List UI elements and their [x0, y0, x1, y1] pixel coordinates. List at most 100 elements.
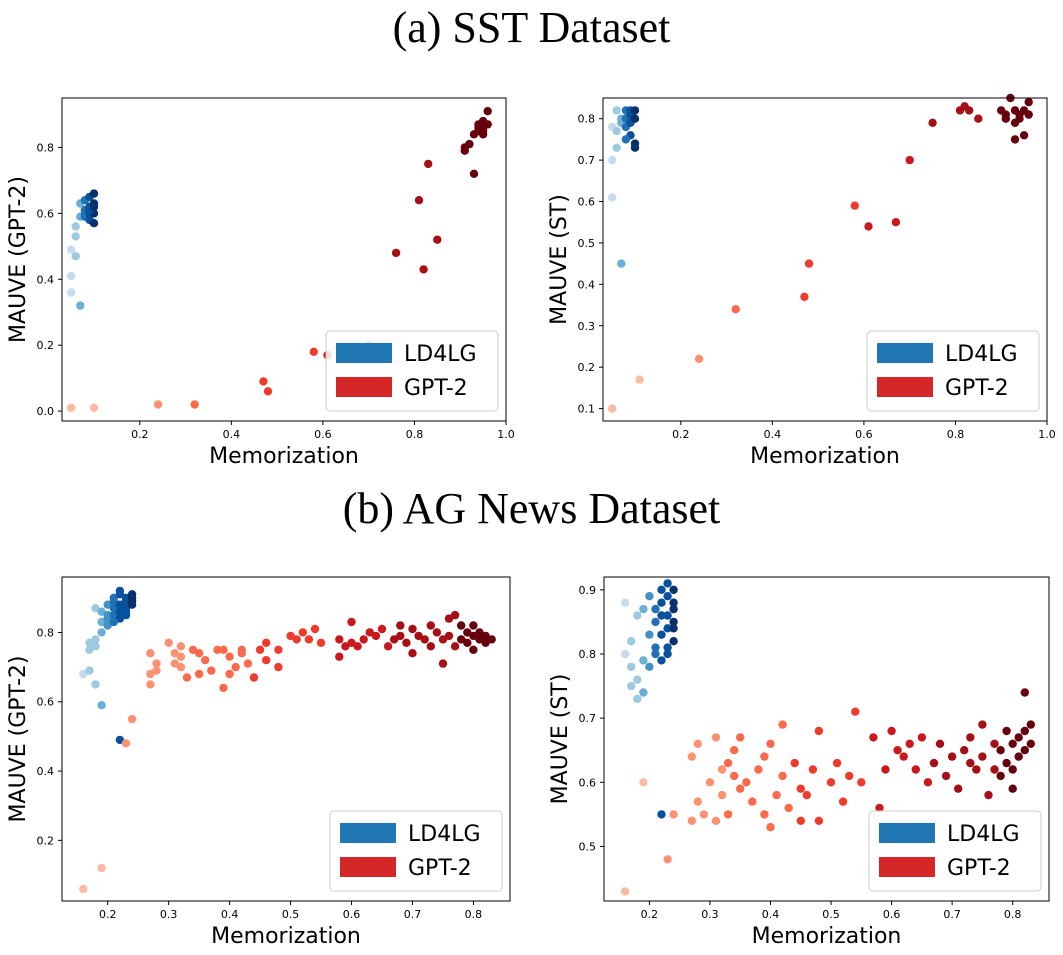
gpt2-point-30 — [249, 673, 259, 682]
y-tick-label: 0.4 — [37, 765, 55, 778]
ld4lg-point-21 — [657, 598, 666, 607]
gpt2-point-26 — [766, 739, 775, 748]
gpt2-point-5 — [804, 259, 814, 268]
gpt2-point-6 — [309, 347, 318, 356]
ld4lg-point-8 — [97, 701, 106, 710]
x-tick-label: 0.2 — [131, 428, 149, 441]
x-tick-label: 0.8 — [947, 428, 965, 441]
gpt2-point-62 — [972, 765, 981, 774]
ld4lg-point-14 — [103, 600, 112, 609]
gpt2-point-1 — [97, 863, 106, 873]
gpt2-point-21 — [1010, 135, 1020, 144]
ld4lg-point-3 — [71, 252, 80, 261]
legend-label-ld4lg: LD4LG — [404, 342, 477, 367]
ld4lg-point-2 — [608, 193, 617, 202]
gpt2-point-50 — [905, 739, 914, 748]
y-tick-label: 0.8 — [579, 648, 597, 661]
gpt2-point-3 — [731, 305, 740, 314]
gpt2-point-18 — [194, 649, 204, 658]
legend-label-gpt2: GPT-2 — [408, 856, 472, 881]
gpt2-point-75 — [1014, 733, 1023, 742]
gpt2-point-29 — [778, 720, 787, 729]
gpt2-point-39 — [832, 758, 842, 768]
legend-label-ld4lg: LD4LG — [945, 342, 1018, 367]
ld4lg-point-29 — [669, 617, 678, 627]
gpt2-point-9 — [391, 248, 401, 258]
gpt2-point-77 — [1020, 746, 1029, 755]
ld4lg-point-4 — [612, 126, 621, 136]
gpt2-point-74 — [1014, 752, 1023, 761]
gpt2-point-6 — [850, 201, 859, 210]
gpt2-point-45 — [875, 803, 884, 813]
ld4lg-point-23 — [663, 624, 672, 633]
gpt2-point-34 — [802, 790, 811, 800]
gpt2-point-13 — [176, 642, 186, 651]
gpt2-point-44 — [869, 733, 878, 742]
legend-label-gpt2: GPT-2 — [947, 856, 1011, 881]
gpt2-point-29 — [243, 659, 253, 668]
gpt2-point-81 — [1008, 784, 1017, 793]
legend-label-ld4lg: LD4LG — [947, 822, 1020, 847]
y-axis-label: MAUVE (ST) — [547, 194, 572, 325]
ld4lg-point-5 — [91, 604, 100, 613]
x-tick-label: 0.7 — [404, 908, 422, 921]
ld4lg-point-14 — [651, 643, 660, 652]
chart-sst-st: 0.2 0.4 0.6 0.8 1.0 0.1 0.2 0.3 0.4 0.5 0.6 0.7 0.8 M… — [547, 93, 1056, 469]
gpt2-point-6 — [152, 659, 161, 668]
y-tick-label: 0.5 — [579, 840, 597, 853]
ld4lg-point-0 — [67, 245, 76, 254]
ld4lg-point-33 — [657, 611, 666, 620]
y-axis-label: MAUVE (ST) — [548, 674, 573, 805]
ld4lg-point-20 — [657, 630, 666, 639]
gpt2-point-37 — [292, 635, 301, 644]
ld4lg-point-34 — [121, 607, 131, 616]
ld4lg-point-20 — [621, 135, 631, 144]
x-tick-label: 0.6 — [883, 908, 901, 921]
gpt2-point-43 — [857, 778, 866, 787]
x-tick-label: 0.8 — [1004, 908, 1022, 921]
gpt2-point-25 — [225, 652, 234, 661]
x-tick-label: 0.2 — [99, 908, 117, 921]
chart-sst-gpt2: 0.2 0.4 0.6 0.8 1.0 0.0 0.2 0.4 0.6 0.8 Memorizati… — [6, 97, 515, 469]
gpt2-point-72 — [463, 628, 472, 637]
gpt2-point-1 — [639, 778, 648, 787]
gpt2-point-27 — [1024, 110, 1033, 119]
gpt2-point-62 — [426, 642, 435, 651]
x-tick-label: 1.0 — [497, 428, 515, 441]
y-tick-label: 0.8 — [578, 113, 596, 126]
ld4lg-point-24 — [663, 643, 672, 652]
gpt2-point-73 — [463, 638, 472, 647]
ld4lg-point-1 — [608, 155, 617, 165]
gpt2-point-43 — [335, 652, 344, 661]
gpt2-point-73 — [1008, 765, 1017, 774]
gpt2-point-71 — [1002, 726, 1011, 736]
gpt2-point-81 — [469, 645, 478, 654]
ld4lg-point-19 — [109, 593, 119, 602]
legend-label-gpt2: GPT-2 — [404, 376, 468, 401]
gpt2-point-53 — [390, 635, 399, 644]
ld4lg-point-9 — [97, 628, 106, 637]
x-tick-label: 0.5 — [822, 908, 840, 921]
gpt2-point-14 — [974, 114, 983, 123]
plot-frame — [602, 97, 1048, 422]
gpt2-point-5 — [146, 669, 155, 679]
y-tick-label: 0.7 — [578, 154, 596, 167]
gpt2-point-65 — [438, 659, 448, 668]
gpt2-point-4 — [259, 377, 268, 386]
gpt2-point-10 — [170, 649, 179, 658]
ld4lg-point-35 — [669, 598, 678, 607]
gpt2-point-10 — [928, 118, 937, 128]
gpt2-point-9 — [705, 778, 715, 787]
gpt2-point-59 — [414, 631, 423, 641]
y-tick-label: 0.7 — [579, 712, 597, 725]
gpt2-point-28 — [237, 645, 246, 654]
x-tick-label: 0.5 — [282, 908, 300, 921]
ld4lg-point-9 — [639, 688, 648, 697]
gpt2-point-56 — [402, 638, 411, 647]
y-tick-label: 0.1 — [578, 403, 596, 416]
gpt2-point-66 — [990, 739, 999, 748]
ld4lg-point-10 — [639, 604, 648, 614]
x-tick-label: 0.2 — [641, 908, 659, 921]
gpt2-point-56 — [941, 771, 951, 781]
